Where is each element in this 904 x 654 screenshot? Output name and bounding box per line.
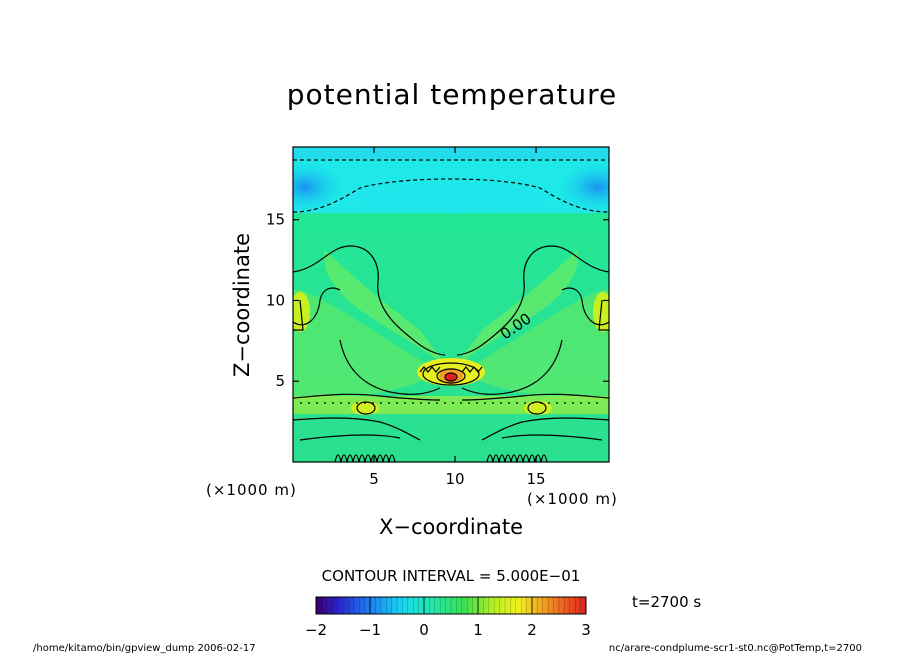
y-tick-label: 15 xyxy=(266,211,285,229)
chart-title: potential temperature xyxy=(287,78,617,111)
contour-small-left xyxy=(356,401,376,415)
plot-frame xyxy=(292,146,610,463)
contour-band-left xyxy=(293,393,441,401)
contours xyxy=(293,159,609,462)
contour-right-inner xyxy=(561,287,609,326)
colorbar-tick-label: 2 xyxy=(527,621,537,639)
colorbar-tick-label: −1 xyxy=(359,621,381,639)
contour-core-inner xyxy=(444,372,458,382)
contour-right-box xyxy=(598,299,609,331)
colorbar-tick-label: 0 xyxy=(419,621,429,639)
contour-bottom-ripples-left xyxy=(334,454,396,462)
heatmap-cold-right xyxy=(558,161,609,213)
contour-core-outer xyxy=(422,362,480,386)
y-axis-label: Z−coordinate xyxy=(230,233,254,377)
heatmap-cold-center xyxy=(351,186,551,210)
footer-right: nc/arare-condplume-scr1-st0.nc@PotTemp,t… xyxy=(609,643,862,654)
contour-core-left-squiggle xyxy=(419,366,441,373)
heatmap-wing-left xyxy=(293,290,440,400)
contour-bottom-ripples-right xyxy=(486,454,548,462)
heatmap-warm-band xyxy=(293,396,609,414)
y-tick-label: 5 xyxy=(275,372,285,390)
heatmap-wing-right xyxy=(462,290,609,400)
contour-band-right xyxy=(461,393,609,401)
x-axis-ticks: 5 10 15 xyxy=(369,147,546,488)
y-tick-label: 10 xyxy=(266,291,285,309)
contour-left-box xyxy=(293,299,304,331)
contour-interval-text: CONTOUR INTERVAL = 5.000E−01 xyxy=(322,567,581,585)
contour-lower-left2 xyxy=(299,434,401,441)
heatmap-top-band xyxy=(293,147,609,159)
colorbar-ticks: −2 −1 0 1 2 3 xyxy=(305,597,591,639)
contour-left-wing xyxy=(339,339,441,395)
heatmap-arm-left xyxy=(324,250,445,365)
contour-core-mid xyxy=(436,368,466,384)
y-axis-ticks: 5 10 15 xyxy=(266,211,609,390)
colorbar-tick-label: 1 xyxy=(473,621,483,639)
heatmap-cold-left xyxy=(293,161,345,213)
plot-area: 0.00 xyxy=(293,147,609,462)
colorbar-tick-label: −2 xyxy=(305,621,327,639)
contour-right-lobe xyxy=(456,245,609,356)
time-text: t=2700 s xyxy=(632,593,701,611)
x-unit-right: (×1000 m) xyxy=(527,490,618,508)
x-tick-label: 5 xyxy=(369,470,379,488)
heatmap-arm-right xyxy=(457,250,578,365)
footer-left: /home/kitamo/bin/gpview_dump 2006-02-17 xyxy=(33,643,256,654)
colorbar-tick-label: 3 xyxy=(581,621,591,639)
x-axis-label: X−coordinate xyxy=(379,515,523,539)
contour-right-wing xyxy=(461,339,563,395)
heatmap-core-red xyxy=(446,373,456,381)
heatmap-warm-right xyxy=(593,292,609,332)
contour-lower-right2 xyxy=(501,434,603,441)
x-tick-label: 10 xyxy=(446,470,465,488)
contour-lower-left xyxy=(293,417,421,441)
x-tick-label: 15 xyxy=(527,470,546,488)
contour-lower-right xyxy=(481,417,609,441)
contour-left-inner xyxy=(293,287,341,326)
x-unit-left: (×1000 m) xyxy=(206,481,297,499)
contour-small-right xyxy=(527,401,547,415)
contour-core-right-squiggle xyxy=(461,366,483,373)
contour-left-lobe xyxy=(293,245,446,356)
contour-dashed-upper xyxy=(293,178,609,213)
